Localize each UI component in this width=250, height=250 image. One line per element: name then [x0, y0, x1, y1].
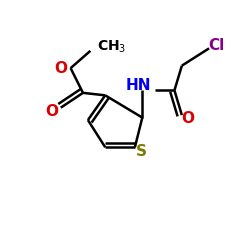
Text: O: O	[182, 111, 194, 126]
Text: O: O	[54, 61, 67, 76]
Text: Cl: Cl	[208, 38, 224, 54]
Text: S: S	[136, 144, 146, 159]
Text: O: O	[46, 104, 59, 119]
Text: HN: HN	[126, 78, 151, 94]
Text: CH$_3$: CH$_3$	[96, 39, 126, 55]
